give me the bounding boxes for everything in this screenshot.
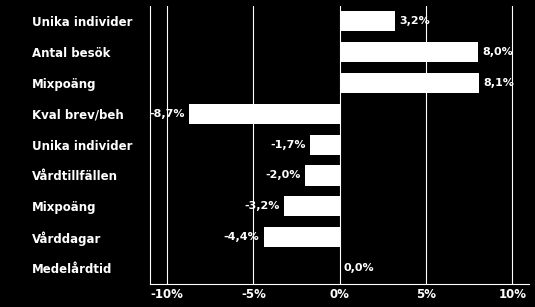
Text: 3,2%: 3,2%: [399, 16, 430, 26]
Bar: [310, 134, 340, 155]
Text: -1,7%: -1,7%: [271, 140, 306, 150]
Text: -4,4%: -4,4%: [224, 232, 259, 242]
Text: 8,1%: 8,1%: [484, 78, 515, 88]
Bar: [340, 42, 478, 62]
Text: 0,0%: 0,0%: [344, 263, 374, 273]
Bar: [285, 196, 340, 216]
Text: 8,0%: 8,0%: [482, 47, 513, 57]
Bar: [305, 165, 340, 185]
Text: -2,0%: -2,0%: [265, 170, 301, 181]
Bar: [340, 73, 479, 93]
Text: -3,2%: -3,2%: [244, 201, 280, 211]
Bar: [189, 104, 340, 124]
Bar: [264, 227, 340, 247]
Text: -8,7%: -8,7%: [150, 109, 185, 119]
Bar: [340, 11, 395, 31]
